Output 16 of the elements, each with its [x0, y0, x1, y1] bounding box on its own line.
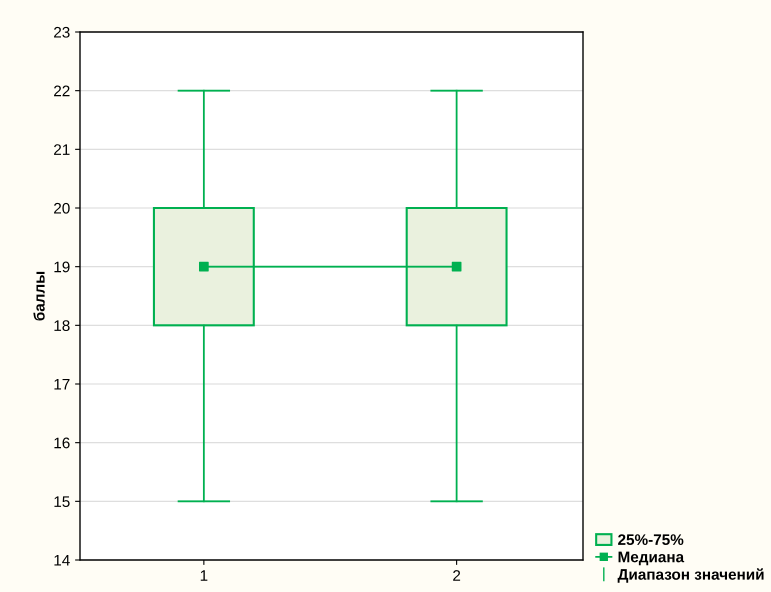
y-tick-label: 17	[54, 379, 70, 390]
y-tick-label: 20	[54, 202, 70, 214]
y-tick-label: 19	[54, 262, 70, 272]
y-tick-label: 18	[54, 320, 70, 332]
y-axis-title: баллы	[33, 272, 45, 320]
y-tick-label: 14	[54, 555, 70, 566]
legend-label: 25%-75%	[618, 534, 684, 546]
legend-label: Медиана	[618, 552, 684, 566]
y-tick-label: 16	[54, 438, 70, 448]
x-tick-label: 2	[453, 570, 460, 581]
x-tick-label: 1	[200, 570, 208, 581]
y-tick-label: 23	[54, 26, 70, 38]
y-tick-label: 21	[54, 144, 70, 155]
y-tick-label: 15	[54, 496, 70, 508]
text: Диапазон значений	[618, 568, 764, 583]
y-tick-label: 22	[54, 86, 70, 96]
